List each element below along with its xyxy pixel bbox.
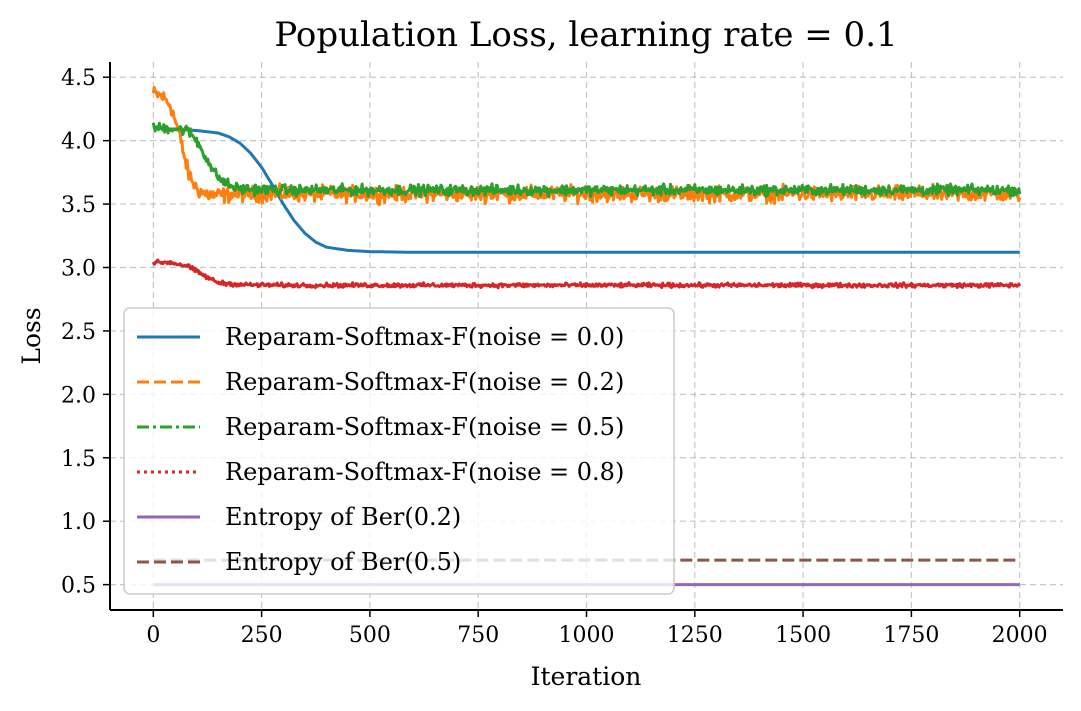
- legend-label-1: Reparam-Softmax-F(noise = 0.0): [225, 323, 624, 351]
- y-tick-label: 0.5: [61, 574, 96, 599]
- y-tick-label: 4.5: [61, 66, 96, 91]
- x-tick-label: 500: [349, 623, 391, 648]
- x-tick-label: 1250: [667, 623, 723, 648]
- legend-box: [123, 307, 675, 595]
- x-tick-label: 1750: [883, 623, 939, 648]
- x-tick-label: 250: [241, 623, 283, 648]
- x-tick-label: 750: [457, 623, 499, 648]
- legend-label-5: Entropy of Ber(0.2): [225, 503, 461, 531]
- x-tick-label: 1000: [559, 623, 615, 648]
- y-axis-label: Loss: [17, 307, 46, 364]
- y-tick-label: 1.0: [61, 510, 96, 535]
- series-line-4: [151, 258, 1022, 290]
- series-line-3: [151, 121, 1022, 199]
- x-tick-label: 0: [146, 623, 160, 648]
- chart-title: Population Loss, learning rate = 0.1: [274, 15, 897, 55]
- legend-label-6: Entropy of Ber(0.5): [225, 548, 461, 576]
- y-tick-label: 3.0: [61, 257, 96, 282]
- x-axis-label: Iteration: [531, 662, 642, 691]
- legend-label-2: Reparam-Softmax-F(noise = 0.2): [225, 368, 624, 396]
- y-tick-label: 2.5: [61, 320, 96, 345]
- y-tick-label: 3.5: [61, 193, 96, 218]
- y-ticks: 0.5 1.0 1.5 2.0 2.5 3.0 3.5 4.0 4.5: [61, 66, 110, 599]
- series-line-2: [151, 86, 1022, 207]
- x-ticks: 0 250 500 750 1000 1250 1500 1750 2000: [146, 610, 1048, 648]
- y-tick-label: 4.0: [61, 130, 96, 155]
- x-tick-label: 1500: [775, 623, 831, 648]
- legend-label-3: Reparam-Softmax-F(noise = 0.5): [225, 413, 624, 441]
- legend-label-4: Reparam-Softmax-F(noise = 0.8): [225, 458, 624, 486]
- series-line-1: [153, 126, 1020, 254]
- legend: Reparam-Softmax-F(noise = 0.0) Reparam-So…: [123, 307, 675, 595]
- y-tick-label: 2.0: [61, 383, 96, 408]
- x-tick-label: 2000: [992, 623, 1048, 648]
- y-tick-label: 1.5: [61, 447, 96, 472]
